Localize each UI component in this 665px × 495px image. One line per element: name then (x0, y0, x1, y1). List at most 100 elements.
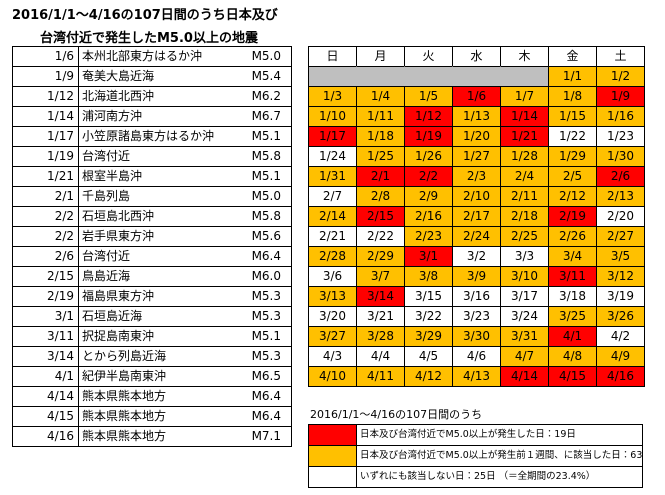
quake-magnitude: M6.4 (251, 409, 281, 423)
quake-magnitude: M5.1 (251, 129, 281, 143)
empty-cell (356, 66, 405, 87)
day-cell: 1/23 (596, 126, 645, 147)
day-cell: 3/9 (452, 266, 501, 287)
day-cell: 2/3 (452, 166, 501, 187)
day-cell: 1/22 (548, 126, 597, 147)
quake-date: 3/1 (12, 306, 79, 327)
day-cell: 4/3 (308, 346, 357, 367)
quake-place: 熊本県熊本地方 (82, 389, 167, 403)
quake-date: 3/11 (12, 326, 79, 347)
day-cell: 1/11 (356, 106, 405, 127)
day-cell: 4/13 (452, 366, 501, 387)
quake-place-cell: 奄美大島近海 M5.4 (78, 66, 292, 87)
day-cell: 1/17 (308, 126, 357, 147)
quake-place: 北海道北西沖 (82, 89, 155, 103)
quake-place-cell: 熊本県熊本地方 M6.4 (78, 386, 292, 407)
quake-place-cell: とから列島近海 M5.3 (78, 346, 292, 367)
quake-date: 1/12 (12, 86, 79, 107)
day-cell: 3/25 (548, 306, 597, 327)
quake-place-cell: 択捉島南東沖 M5.1 (78, 326, 292, 347)
day-cell: 1/5 (404, 86, 453, 107)
quake-date: 2/1 (12, 186, 79, 207)
quake-place-cell: 熊本県熊本地方 M6.4 (78, 406, 292, 427)
day-cell: 2/6 (596, 166, 645, 187)
day-cell: 1/3 (308, 86, 357, 107)
day-cell: 4/15 (548, 366, 597, 387)
day-cell: 3/23 (452, 306, 501, 327)
day-cell: 1/30 (596, 146, 645, 167)
quake-magnitude: M6.4 (251, 249, 281, 263)
weekday-header: 木 (500, 46, 549, 67)
day-cell: 4/11 (356, 366, 405, 387)
day-cell: 3/6 (308, 266, 357, 287)
day-cell: 1/6 (452, 86, 501, 107)
quake-place: 千島列島 (82, 189, 131, 203)
day-cell: 3/20 (308, 306, 357, 327)
quake-place: 紀伊半島南東沖 (82, 369, 167, 383)
quake-magnitude: M5.6 (251, 229, 281, 243)
day-cell: 1/27 (452, 146, 501, 167)
day-cell: 3/11 (548, 266, 597, 287)
quake-date: 2/2 (12, 206, 79, 227)
quake-place: 鳥島近海 (82, 269, 131, 283)
quake-place-cell: 台湾付近 M6.4 (78, 246, 292, 267)
day-cell: 3/10 (500, 266, 549, 287)
day-cell: 2/2 (404, 166, 453, 187)
day-cell: 3/13 (308, 286, 357, 307)
quake-date: 1/9 (12, 66, 79, 87)
quake-place-cell: 熊本県熊本地方 M7.1 (78, 426, 292, 447)
day-cell: 1/7 (500, 86, 549, 107)
day-cell: 4/6 (452, 346, 501, 367)
day-cell: 1/24 (308, 146, 357, 167)
quake-magnitude: M6.7 (251, 109, 281, 123)
day-cell: 1/25 (356, 146, 405, 167)
day-cell: 2/14 (308, 206, 357, 227)
day-cell: 4/9 (596, 346, 645, 367)
day-cell: 2/17 (452, 206, 501, 227)
quake-place: 台湾付近 (82, 249, 131, 263)
day-cell: 3/1 (404, 246, 453, 267)
legend-label: いずれにも該当しない日：25日 （＝全期間の23.4%） (356, 466, 643, 488)
day-cell: 2/4 (500, 166, 549, 187)
quake-magnitude: M5.3 (251, 349, 281, 363)
day-cell: 1/29 (548, 146, 597, 167)
day-cell: 4/4 (356, 346, 405, 367)
day-cell: 2/16 (404, 206, 453, 227)
weekday-header: 土 (596, 46, 645, 67)
day-cell: 1/15 (548, 106, 597, 127)
quake-magnitude: M6.5 (251, 369, 281, 383)
day-cell: 4/10 (308, 366, 357, 387)
day-cell: 1/12 (404, 106, 453, 127)
day-cell: 4/5 (404, 346, 453, 367)
day-cell: 2/13 (596, 186, 645, 207)
quake-place-cell: 台湾付近 M5.8 (78, 146, 292, 167)
day-cell: 1/14 (500, 106, 549, 127)
quake-place-cell: 本州北部東方はるか沖 M5.0 (78, 46, 292, 67)
quake-place: 奄美大島近海 (82, 69, 155, 83)
day-cell: 3/8 (404, 266, 453, 287)
quake-date: 4/14 (12, 386, 79, 407)
quake-magnitude: M5.3 (251, 309, 281, 323)
day-cell: 2/5 (548, 166, 597, 187)
empty-cell (308, 66, 357, 87)
day-cell: 2/18 (500, 206, 549, 227)
quake-place: 浦河南方沖 (82, 109, 143, 123)
day-cell: 2/19 (548, 206, 597, 227)
weekday-header: 水 (452, 46, 501, 67)
quake-place: 熊本県熊本地方 (82, 409, 167, 423)
day-cell: 2/1 (356, 166, 405, 187)
day-cell: 4/7 (500, 346, 549, 367)
legend-title: 2016/1/1～4/16の107日間のうち (310, 408, 483, 421)
quake-magnitude: M6.2 (251, 89, 281, 103)
quake-date: 2/15 (12, 266, 79, 287)
day-cell: 1/18 (356, 126, 405, 147)
quake-place-cell: 浦河南方沖 M6.7 (78, 106, 292, 127)
quake-place: 台湾付近 (82, 149, 131, 163)
day-cell: 1/31 (308, 166, 357, 187)
quake-magnitude: M5.8 (251, 209, 281, 223)
day-cell: 3/17 (500, 286, 549, 307)
legend-swatch (308, 445, 357, 467)
quake-place: 石垣島近海 (82, 309, 143, 323)
quake-place-cell: 福島県東方沖 M5.3 (78, 286, 292, 307)
